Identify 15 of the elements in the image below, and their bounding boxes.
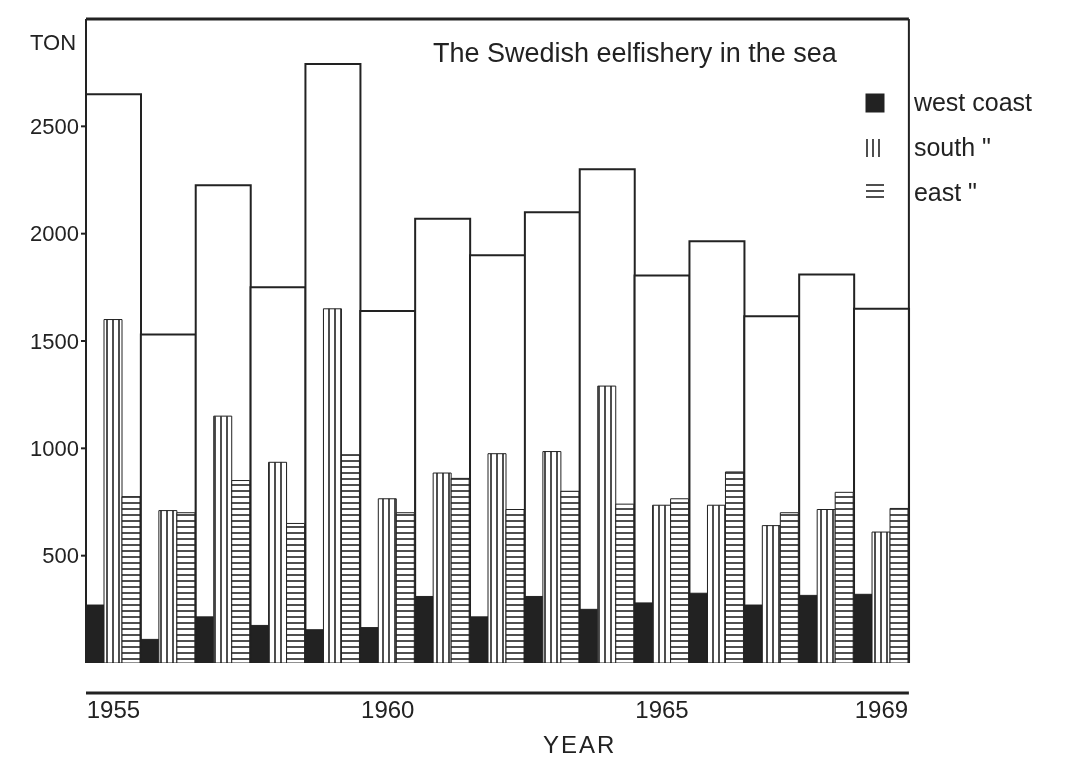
y-tick-label: 1000: [30, 436, 79, 462]
x-axis-title: YEAR: [543, 731, 617, 759]
x-tick-label: 1960: [361, 696, 415, 724]
legend-label: west coast: [913, 88, 1032, 117]
x-tick-label: 1965: [635, 696, 689, 724]
text: The Swedish eelfishery in the sea: [433, 38, 837, 69]
y-tick-label: 1500: [30, 328, 79, 354]
y-tick-label: 500: [42, 543, 79, 569]
legend-label: east ": [913, 178, 977, 207]
y-axis-title: TON: [30, 30, 77, 56]
x-tick-label: 1969: [854, 696, 909, 724]
y-tick-label: 2500: [30, 114, 79, 140]
x-tick-label: 1955: [86, 696, 141, 724]
y-tick-label: 2000: [30, 221, 79, 247]
legend-label: south ": [913, 133, 991, 162]
